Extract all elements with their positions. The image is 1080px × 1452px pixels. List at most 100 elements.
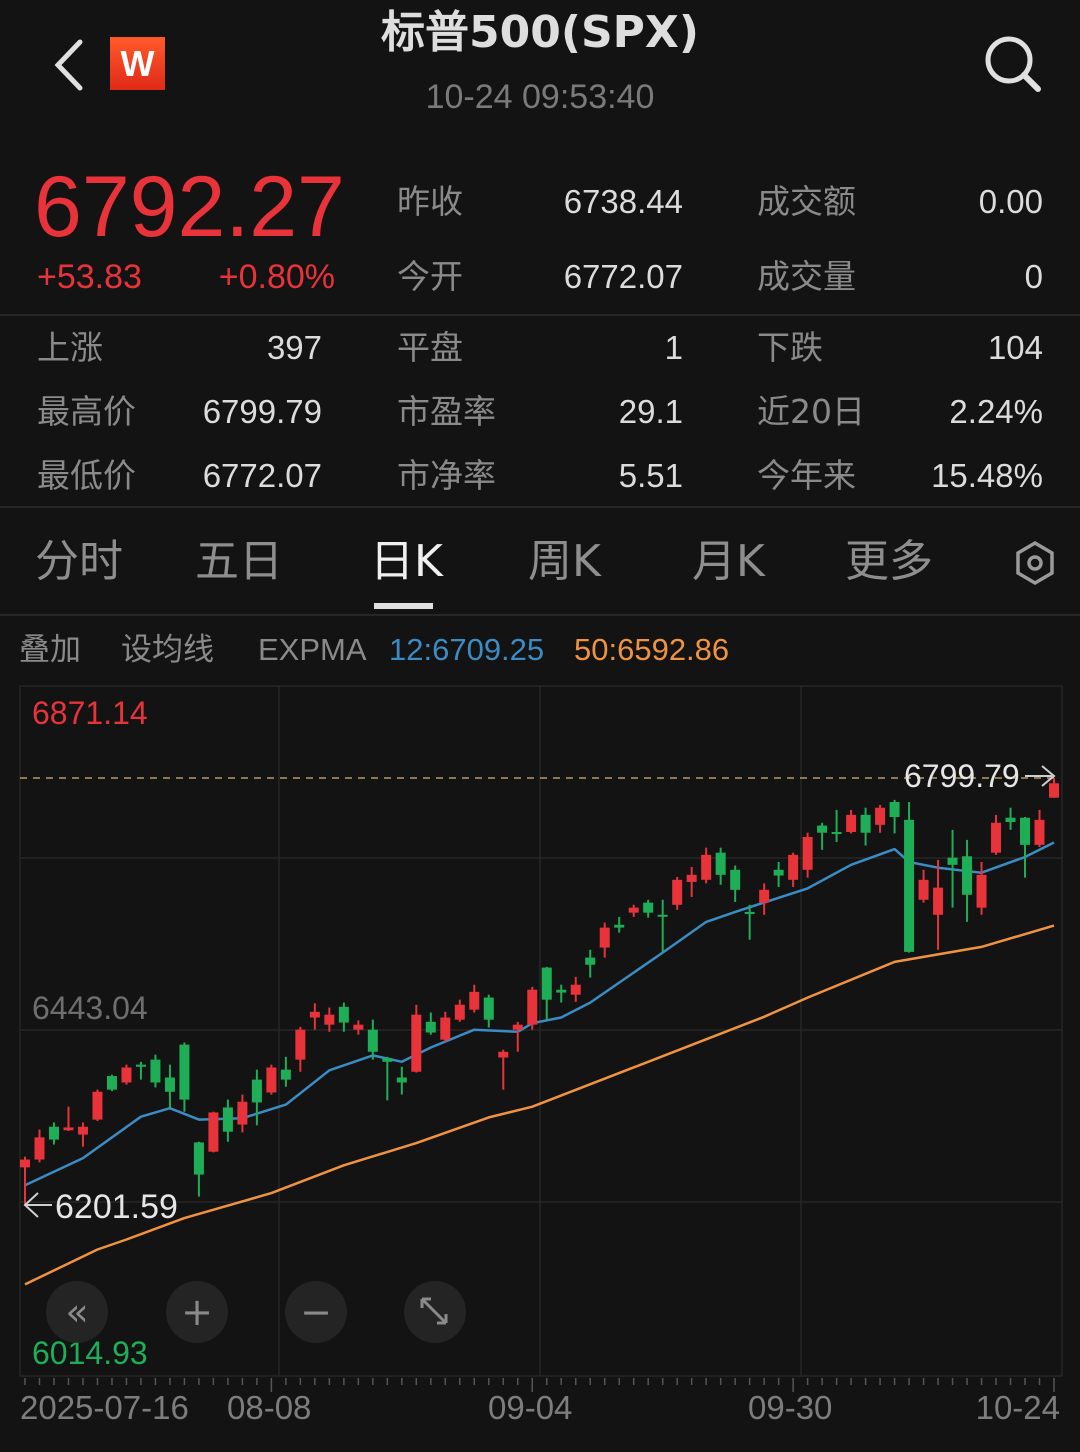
- candle-body: [933, 887, 944, 915]
- candle-07-17: [34, 1129, 45, 1163]
- candle-body: [338, 1006, 349, 1023]
- set-ma-button[interactable]: 设均线: [121, 632, 214, 668]
- candle-09-09: [570, 976, 581, 1002]
- candles: [20, 777, 1059, 1205]
- divider: [0, 506, 1080, 508]
- candle-body: [208, 1112, 219, 1152]
- candle-08-28: [469, 984, 480, 1013]
- candle-body: [469, 991, 480, 1010]
- candle-body: [976, 874, 987, 908]
- candle-09-05: [541, 966, 552, 1020]
- chart-frame: [19, 685, 1063, 1377]
- tab-five-day[interactable]: 五日: [195, 536, 283, 587]
- candle-08-05: [222, 1099, 233, 1142]
- stat-label-unchanged: 平盘: [397, 328, 463, 367]
- candle-body: [846, 814, 857, 833]
- overlay-button[interactable]: 叠加: [19, 632, 81, 668]
- stat-value-open: 6772.07: [563, 258, 683, 295]
- candle-body: [222, 1107, 233, 1132]
- candle-body: [759, 889, 770, 903]
- candle-07-21: [63, 1106, 74, 1132]
- logo-letter: W: [120, 42, 155, 84]
- stat-value-prev-close: 6738.44: [563, 183, 683, 220]
- candle-body: [63, 1127, 74, 1131]
- chart-settings-button[interactable]: [1015, 540, 1055, 586]
- fullscreen-button[interactable]: [404, 1281, 466, 1343]
- candle-body: [135, 1064, 146, 1067]
- candle-08-25: [425, 1012, 436, 1035]
- candle-09-19: [686, 866, 697, 897]
- search-button[interactable]: [982, 33, 1044, 95]
- ema50-line: [24, 924, 1055, 1286]
- tab-more[interactable]: 更多: [845, 536, 933, 587]
- candle-body: [20, 1159, 30, 1168]
- candle-09-08: [556, 984, 567, 1003]
- active-tab-indicator: [374, 603, 433, 609]
- candle-08-27: [454, 999, 465, 1022]
- candle-07-25: [121, 1064, 132, 1085]
- divider: [0, 614, 1080, 616]
- stat-label-ytd: 今年来: [757, 456, 856, 495]
- tab-daily-k[interactable]: 日K: [370, 536, 443, 587]
- candle-body: [773, 869, 784, 876]
- tab-intraday[interactable]: 分时: [35, 536, 123, 587]
- minus-icon: −: [300, 1290, 332, 1334]
- candle-08-14: [324, 1007, 335, 1032]
- x-tick-label: 10-24: [975, 1389, 1060, 1426]
- zoom-in-button[interactable]: +: [166, 1281, 228, 1343]
- stat-label-high: 最高价: [37, 392, 136, 431]
- candle-10-15: [947, 829, 958, 908]
- candle-body: [802, 836, 813, 870]
- candle-10-01: [802, 832, 813, 878]
- stat-value-pb: 5.51: [618, 457, 683, 494]
- candle-body: [1005, 817, 1016, 823]
- back-button[interactable]: [48, 38, 92, 92]
- ema50-line-group: [24, 924, 1055, 1286]
- stat-value-high: 6799.79: [202, 393, 322, 430]
- candle-body: [266, 1067, 277, 1093]
- stat-label-pb: 市净率: [397, 456, 496, 495]
- candle-body: [396, 1077, 407, 1083]
- candle-08-15: [338, 1002, 349, 1032]
- candle-body: [614, 924, 625, 928]
- zoom-out-button[interactable]: −: [285, 1281, 347, 1343]
- candle-09-18: [672, 876, 683, 910]
- app-logo: W: [110, 37, 165, 90]
- candle-08-20: [382, 1056, 393, 1101]
- indicator-name[interactable]: EXPMA: [258, 632, 367, 667]
- stat-label-low: 最低价: [37, 456, 136, 495]
- page-title: 标普500(SPX): [381, 7, 699, 58]
- candle-body: [918, 879, 929, 900]
- candle-08-12: [295, 1026, 306, 1072]
- candle-body: [353, 1024, 364, 1030]
- candle-body: [715, 852, 726, 875]
- scroll-left-button[interactable]: «: [46, 1281, 108, 1343]
- candle-10-22: [1020, 817, 1031, 878]
- candle-09-04: [527, 986, 538, 1030]
- candle-body: [701, 854, 712, 880]
- y-label-bottom: 6014.93: [32, 1335, 148, 1371]
- ema12-line: [24, 841, 1055, 1187]
- tab-weekly-k[interactable]: 周K: [528, 536, 601, 587]
- candle-body: [454, 1004, 465, 1020]
- x-tick-label: 09-04: [488, 1389, 573, 1426]
- candle-09-22: [701, 847, 712, 884]
- candle-09-11: [599, 922, 610, 958]
- stat-label-prev-close: 昨收: [397, 182, 463, 221]
- candle-body: [425, 1021, 436, 1033]
- candle-09-15: [628, 904, 639, 917]
- y-label-top: 6871.14: [32, 695, 148, 731]
- candle-09-17: [657, 899, 668, 953]
- chart-grid: [19, 685, 1063, 1377]
- min-price-marker: 6201.59: [55, 1188, 178, 1226]
- candle-08-04: [208, 1111, 219, 1153]
- candle-body: [860, 814, 871, 833]
- search-icon: [985, 36, 1041, 92]
- candle-body: [570, 984, 581, 995]
- candle-body: [164, 1077, 175, 1092]
- tab-monthly-k[interactable]: 月K: [692, 536, 765, 587]
- candle-body: [962, 856, 973, 895]
- candle-08-06: [237, 1094, 248, 1133]
- candle-10-08: [875, 804, 886, 833]
